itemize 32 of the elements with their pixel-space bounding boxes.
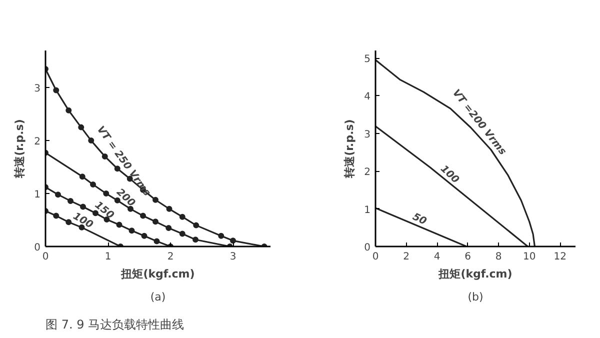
x-tick-label: 2	[167, 252, 174, 262]
text: 50	[410, 212, 428, 228]
text: 100	[438, 164, 461, 186]
y-tick-label: 0	[34, 242, 41, 254]
x-axis-title: 扭矩(kgf.cm)	[438, 268, 512, 280]
y-tick-label: 2	[34, 136, 41, 148]
text: 100	[71, 210, 95, 231]
x-tick-label: 3	[230, 252, 236, 262]
y-tick-label: 3	[34, 84, 41, 95]
y-axis-title: 转速(r.p.s)	[343, 119, 356, 179]
x-tick-label: 12	[554, 252, 566, 262]
y-axis-title: 转速(r.p.s)	[13, 119, 26, 179]
y-tick-label: 5	[364, 54, 371, 66]
y-tick-label: 4	[364, 92, 371, 103]
y-tick-label: 0	[364, 242, 371, 254]
y-tick-label: 1	[364, 204, 371, 216]
text: (a)	[150, 290, 166, 304]
y-tick-label: 2	[364, 167, 371, 178]
x-tick-label: 0	[372, 252, 379, 262]
x-tick-label: 6	[464, 252, 471, 262]
x-tick-label: 1	[104, 252, 112, 262]
x-axis-title: 扭矩(kgf.cm)	[120, 268, 195, 280]
caption: 图 7. 9 马达负载特性曲线	[46, 318, 184, 332]
x-tick-label: 2	[403, 252, 410, 262]
x-tick-label: 0	[42, 252, 49, 262]
y-tick-label: 1	[34, 190, 41, 201]
y-tick-label: 3	[364, 129, 371, 140]
text: (b)	[468, 290, 484, 304]
x-tick-label: 10	[522, 252, 536, 262]
text: 150	[92, 200, 116, 222]
x-tick-label: 4	[434, 252, 440, 262]
x-tick-label: 8	[495, 252, 502, 262]
